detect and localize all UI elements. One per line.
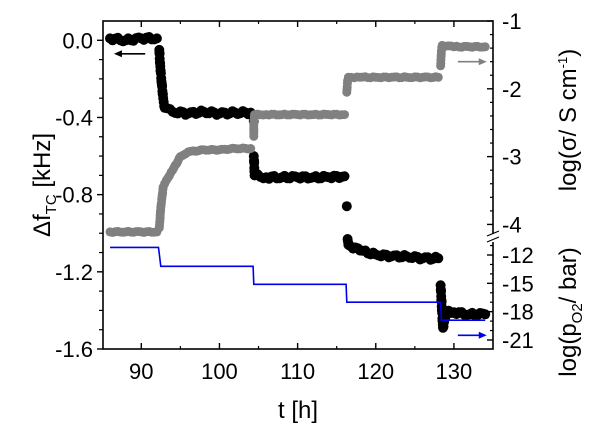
series-2 bbox=[110, 246, 486, 321]
data-point bbox=[433, 253, 444, 264]
series-1 bbox=[105, 40, 490, 237]
arrow-left-icon bbox=[113, 50, 146, 58]
y-left-tick-label: -0.4 bbox=[55, 105, 93, 130]
y-right-upper-title-suffix: ) bbox=[555, 49, 582, 57]
data-point bbox=[480, 309, 491, 320]
x-tick-label: 100 bbox=[201, 359, 238, 384]
y-right-upper-tick-label: -1 bbox=[502, 9, 522, 34]
x-tick-label: 110 bbox=[280, 359, 315, 384]
data-point bbox=[340, 110, 349, 120]
y-right-upper-tick-label: -4 bbox=[502, 212, 522, 237]
y-right-lower-tick-label: -15 bbox=[502, 271, 534, 296]
y-right-lower-title-suffix: / bar) bbox=[555, 247, 582, 303]
y-left-axis-title: ΔfTC [kHz] bbox=[29, 133, 60, 237]
data-point bbox=[339, 171, 350, 182]
data-point bbox=[246, 144, 256, 153]
y-right-lower-axis-title: log(pO2/ bar) bbox=[555, 247, 586, 376]
y-right-lower-tick-label: -21 bbox=[502, 328, 534, 353]
x-tick-label: 90 bbox=[129, 359, 153, 384]
series-line bbox=[110, 246, 486, 321]
x-ticks: 90 100 110 120 130 bbox=[129, 21, 472, 384]
x-tick-label: 120 bbox=[357, 359, 394, 384]
y-right-lower-title-sub: O2 bbox=[569, 303, 586, 323]
arrow-right-icon bbox=[457, 331, 487, 339]
y-left-tick-label: -1.2 bbox=[55, 260, 93, 285]
data-point bbox=[433, 72, 443, 82]
y-right-lower-tick-label: -18 bbox=[502, 300, 534, 325]
y-right-upper-title-prefix: log(σ/ S cm bbox=[555, 68, 582, 191]
y-left-title-unit: [kHz] bbox=[29, 133, 56, 194]
data-point bbox=[341, 201, 352, 212]
x-tick-label: 130 bbox=[436, 359, 473, 384]
y-right-lower-tick-label: -12 bbox=[502, 243, 534, 268]
y-left-tick-label: 0.0 bbox=[62, 28, 93, 53]
data-point bbox=[151, 33, 162, 44]
arrow-right-icon bbox=[457, 58, 487, 66]
y-left-title-main: Δf bbox=[29, 214, 56, 237]
plot-data bbox=[105, 32, 491, 333]
y-right-upper-tick-label: -2 bbox=[502, 77, 522, 102]
axis-break-icon bbox=[486, 230, 500, 243]
y-right-upper-title-sup: -1 bbox=[555, 57, 570, 69]
data-point bbox=[480, 42, 490, 52]
y-left-ticks: 0.0 -0.4 -0.8 -1.2 -1.6 bbox=[55, 28, 103, 362]
y-left-tick-label: -1.6 bbox=[55, 337, 93, 362]
y-right-upper-axis-title: log(σ/ S cm-1) bbox=[555, 49, 582, 191]
x-axis-title: t [h] bbox=[278, 397, 318, 424]
annotations bbox=[113, 50, 487, 339]
y-right-lower-title-prefix: log(p bbox=[555, 323, 582, 376]
y-right-upper-tick-label: -3 bbox=[502, 145, 522, 170]
y-right-ticks: -1 -2 -3 -4 -12 -15 -18 -21 bbox=[486, 9, 534, 353]
y-left-tick-label: -0.8 bbox=[55, 183, 93, 208]
y-left-title-sub: TC bbox=[43, 194, 60, 214]
